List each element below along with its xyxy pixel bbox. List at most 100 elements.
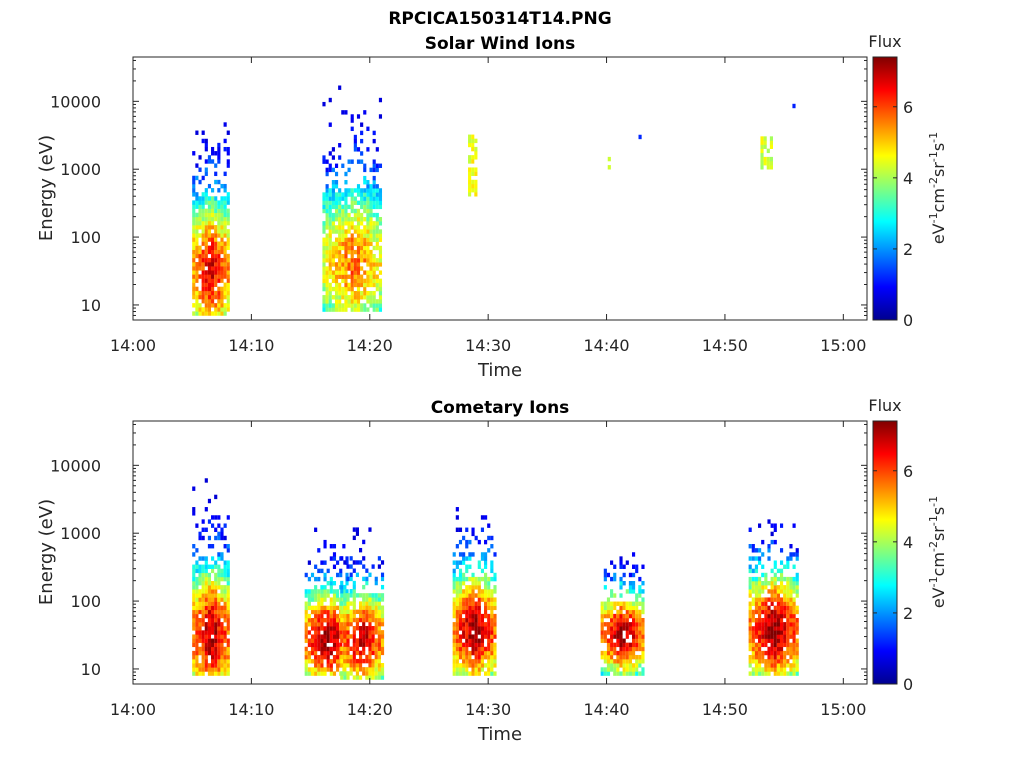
heatmap-cell <box>192 290 196 296</box>
heatmap-cell <box>754 601 759 606</box>
heatmap-cell <box>625 659 629 664</box>
heatmap-cell <box>616 654 620 660</box>
heatmap-cell <box>764 671 768 676</box>
heatmap-cell <box>484 634 488 639</box>
heatmap-cell <box>304 638 308 643</box>
heatmap-cell <box>317 667 321 672</box>
heatmap-cell <box>372 167 376 173</box>
heatmap-cell <box>600 634 604 639</box>
heatmap-cell <box>371 617 375 623</box>
heatmap-cell <box>331 229 335 234</box>
heatmap-cell <box>226 212 230 218</box>
heatmap-cell <box>628 667 632 672</box>
heatmap-cell <box>776 663 780 668</box>
heatmap-cell <box>328 97 332 103</box>
heatmap-cell <box>332 564 337 569</box>
heatmap-cell <box>217 286 221 292</box>
heatmap-cell <box>198 634 202 639</box>
heatmap-cell <box>484 585 488 590</box>
heatmap-cell <box>220 638 224 643</box>
heatmap-cell <box>217 609 221 615</box>
heatmap-cell <box>347 204 351 210</box>
heatmap-cell <box>217 274 221 279</box>
heatmap-cell <box>770 650 774 656</box>
heatmap-cell <box>758 626 762 631</box>
heatmap-cell <box>323 617 327 623</box>
heatmap-cell <box>360 290 364 296</box>
heatmap-cell <box>779 650 784 656</box>
heatmap-cell <box>207 299 212 304</box>
heatmap-cell <box>458 539 463 545</box>
heatmap-cell <box>360 307 364 312</box>
heatmap-cell <box>226 233 230 238</box>
heatmap-cell <box>341 278 345 284</box>
heatmap-cell <box>195 523 199 528</box>
heatmap-cell <box>226 299 230 304</box>
heatmap-cell <box>484 564 488 569</box>
heatmap-cell <box>217 626 221 631</box>
heatmap-cell <box>325 278 329 284</box>
heatmap-cell <box>748 544 752 549</box>
x-tick-label: 14:10 <box>228 700 274 719</box>
heatmap-cell <box>223 601 227 606</box>
heatmap-cell <box>346 650 350 656</box>
heatmap-cell <box>767 556 771 561</box>
heatmap-cell <box>207 671 212 676</box>
heatmap-cell <box>490 650 494 656</box>
heatmap-cell <box>641 597 645 602</box>
heatmap-cell <box>195 560 199 565</box>
heatmap-cell <box>372 258 376 263</box>
heatmap-cell <box>372 221 376 226</box>
heatmap-cell <box>773 593 777 598</box>
heatmap-cell <box>211 220 215 226</box>
heatmap-cell <box>783 663 787 668</box>
heatmap-cell <box>214 560 218 565</box>
heatmap-cell <box>365 667 369 672</box>
heatmap-cell <box>363 233 367 238</box>
heatmap-cell <box>343 617 347 623</box>
heatmap-cell <box>748 601 752 606</box>
heatmap-cell <box>325 241 329 247</box>
heatmap-cell <box>779 597 784 602</box>
heatmap-cell <box>748 585 752 590</box>
heatmap-cell <box>341 295 345 300</box>
heatmap-cell <box>214 290 218 296</box>
heatmap-cell <box>748 576 752 582</box>
heatmap-cell <box>773 646 777 652</box>
heatmap-cell <box>346 658 350 664</box>
heatmap-cell <box>789 654 793 660</box>
heatmap-cell <box>374 663 378 668</box>
heatmap-cell <box>220 290 224 296</box>
heatmap-cell <box>795 593 799 598</box>
heatmap-cell <box>344 200 348 205</box>
heatmap-cell <box>366 233 370 238</box>
heatmap-cell <box>346 675 350 680</box>
heatmap-cell <box>792 622 796 627</box>
heatmap-cell <box>207 609 212 615</box>
heatmap-cell <box>329 556 333 561</box>
heatmap-cell <box>770 597 774 602</box>
heatmap-cell <box>616 609 620 615</box>
heatmap-cell <box>374 630 378 635</box>
heatmap-cell <box>223 576 227 582</box>
heatmap-cell <box>346 593 350 598</box>
heatmap-cell <box>341 225 345 230</box>
heatmap-cell <box>331 221 335 226</box>
heatmap-cell <box>365 634 369 639</box>
heatmap-cell <box>380 650 385 656</box>
heatmap-cell <box>207 617 212 623</box>
heatmap-cell <box>480 659 485 664</box>
heatmap-cell <box>462 572 466 578</box>
heatmap-cell <box>363 290 367 296</box>
heatmap-cell <box>458 560 463 565</box>
heatmap-cell <box>471 642 475 648</box>
heatmap-cell <box>355 667 359 672</box>
heatmap-cell <box>371 630 375 635</box>
heatmap-cell <box>350 307 354 312</box>
heatmap-cell <box>758 601 762 606</box>
heatmap-cell <box>455 626 459 631</box>
heatmap-cell <box>207 626 212 631</box>
heatmap-cell <box>332 601 337 606</box>
heatmap-cell <box>606 622 611 627</box>
heatmap-cell <box>192 626 196 631</box>
